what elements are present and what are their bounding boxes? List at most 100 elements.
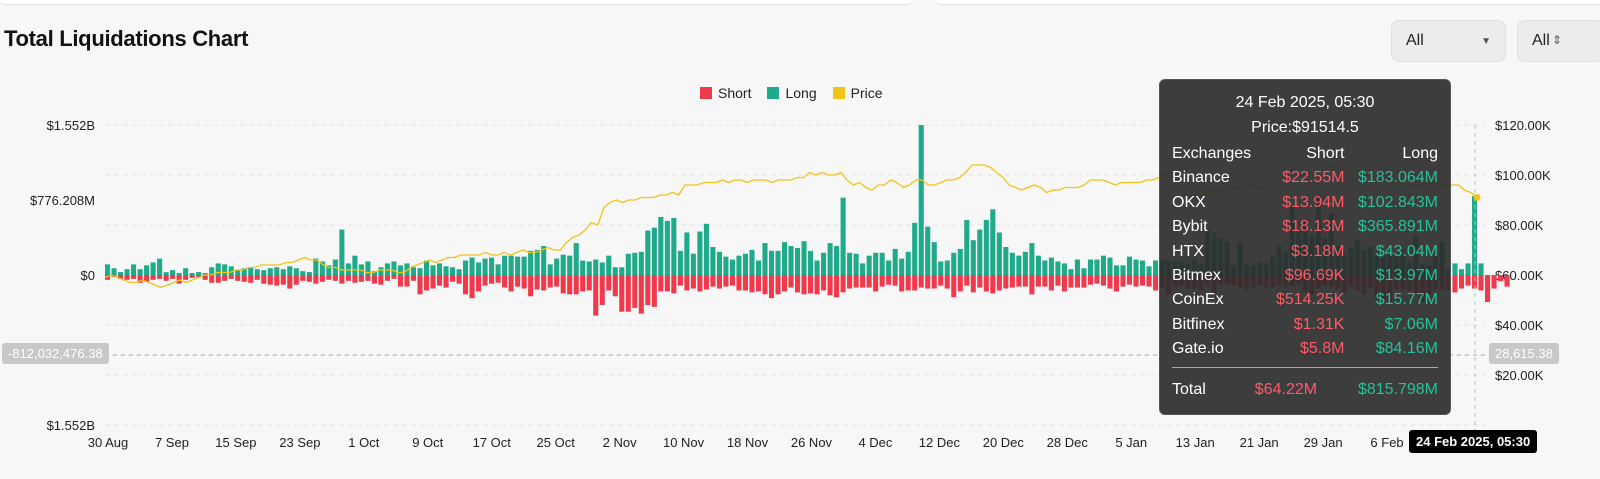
short-bar[interactable] <box>118 275 124 279</box>
long-bar[interactable] <box>1113 265 1120 275</box>
short-bar[interactable] <box>1094 275 1100 284</box>
short-bar[interactable] <box>1113 275 1120 292</box>
long-bar[interactable] <box>144 265 150 275</box>
short-bar[interactable] <box>951 275 957 298</box>
short-bar[interactable] <box>755 275 762 292</box>
short-bar[interactable] <box>1009 275 1015 288</box>
short-bar[interactable] <box>684 275 690 291</box>
long-bar[interactable] <box>1452 263 1458 275</box>
short-bar[interactable] <box>358 275 364 282</box>
short-bar[interactable] <box>586 275 592 291</box>
long-bar[interactable] <box>1478 263 1484 275</box>
short-bar[interactable] <box>495 275 501 283</box>
short-bar[interactable] <box>267 275 273 285</box>
long-bar[interactable] <box>586 261 592 275</box>
long-bar[interactable] <box>996 232 1002 275</box>
long-bar[interactable] <box>1048 257 1054 275</box>
short-bar[interactable] <box>1087 275 1094 285</box>
long-bar[interactable] <box>749 249 755 275</box>
long-bar[interactable] <box>1055 261 1061 275</box>
short-bar[interactable] <box>567 275 573 295</box>
long-bar[interactable] <box>293 268 299 275</box>
short-bar[interactable] <box>853 275 859 288</box>
short-bar[interactable] <box>1498 275 1504 282</box>
long-bar[interactable] <box>795 247 801 275</box>
short-bar[interactable] <box>183 275 189 280</box>
short-bar[interactable] <box>300 275 306 281</box>
short-bar[interactable] <box>658 275 664 292</box>
long-bar[interactable] <box>404 263 410 275</box>
short-bar[interactable] <box>1016 275 1022 287</box>
long-bar[interactable] <box>228 266 234 275</box>
long-bar[interactable] <box>580 260 586 275</box>
short-bar[interactable] <box>886 275 892 285</box>
short-bar[interactable] <box>749 275 755 293</box>
long-bar[interactable] <box>860 263 866 275</box>
short-bar[interactable] <box>489 275 495 284</box>
short-bar[interactable] <box>612 275 618 297</box>
short-bar[interactable] <box>762 275 768 295</box>
short-bar[interactable] <box>157 275 163 279</box>
short-bar[interactable] <box>163 275 169 281</box>
short-bar[interactable] <box>261 275 267 284</box>
short-bar[interactable] <box>144 275 150 282</box>
short-bar[interactable] <box>469 275 475 299</box>
short-bar[interactable] <box>821 275 827 291</box>
short-bar[interactable] <box>1003 275 1009 289</box>
short-bar[interactable] <box>1133 275 1139 287</box>
long-bar[interactable] <box>612 267 618 275</box>
long-bar[interactable] <box>801 241 807 275</box>
short-bar[interactable] <box>189 275 195 278</box>
long-bar[interactable] <box>280 269 286 275</box>
short-bar[interactable] <box>124 275 130 280</box>
short-bar[interactable] <box>1478 275 1484 291</box>
short-bar[interactable] <box>345 275 351 281</box>
short-bar[interactable] <box>235 275 241 281</box>
long-bar[interactable] <box>781 242 788 275</box>
long-bar[interactable] <box>1458 269 1465 275</box>
long-bar[interactable] <box>157 258 163 275</box>
short-bar[interactable] <box>1048 275 1054 291</box>
short-bar[interactable] <box>378 275 384 285</box>
short-bar[interactable] <box>508 275 514 292</box>
short-bar[interactable] <box>690 275 696 289</box>
short-bar[interactable] <box>944 275 950 289</box>
long-bar[interactable] <box>476 262 482 275</box>
long-bar[interactable] <box>469 257 475 275</box>
short-bar[interactable] <box>1465 275 1471 286</box>
short-bar[interactable] <box>1061 275 1067 292</box>
long-bar[interactable] <box>1003 246 1009 275</box>
short-bar[interactable] <box>137 275 143 283</box>
long-bar[interactable] <box>827 243 833 275</box>
long-bar[interactable] <box>508 255 514 275</box>
long-bar[interactable] <box>736 255 742 275</box>
long-bar[interactable] <box>365 261 371 275</box>
legend-item-long[interactable]: Long <box>767 85 817 101</box>
short-bar[interactable] <box>1120 275 1126 287</box>
long-bar[interactable] <box>808 250 814 275</box>
long-bar[interactable] <box>274 267 280 275</box>
short-bar[interactable] <box>788 275 794 288</box>
long-bar[interactable] <box>319 261 325 275</box>
short-bar[interactable] <box>573 275 579 295</box>
short-bar[interactable] <box>450 275 456 282</box>
short-bar[interactable] <box>1068 275 1074 288</box>
short-bar[interactable] <box>430 275 436 289</box>
short-bar[interactable] <box>404 275 410 287</box>
long-bar[interactable] <box>105 264 111 275</box>
short-bar[interactable] <box>476 275 482 292</box>
short-bar[interactable] <box>801 275 807 295</box>
short-bar[interactable] <box>326 275 332 280</box>
short-bar[interactable] <box>528 275 534 297</box>
short-bar[interactable] <box>925 275 931 289</box>
short-bar[interactable] <box>287 275 293 289</box>
long-bar[interactable] <box>1120 265 1126 275</box>
short-bar[interactable] <box>1022 275 1028 287</box>
long-bar[interactable] <box>710 246 716 275</box>
long-bar[interactable] <box>489 257 495 275</box>
long-bar[interactable] <box>1061 263 1067 275</box>
long-bar[interactable] <box>189 273 195 275</box>
short-bar[interactable] <box>716 275 722 289</box>
short-bar[interactable] <box>215 275 221 283</box>
short-bar[interactable] <box>560 275 566 294</box>
